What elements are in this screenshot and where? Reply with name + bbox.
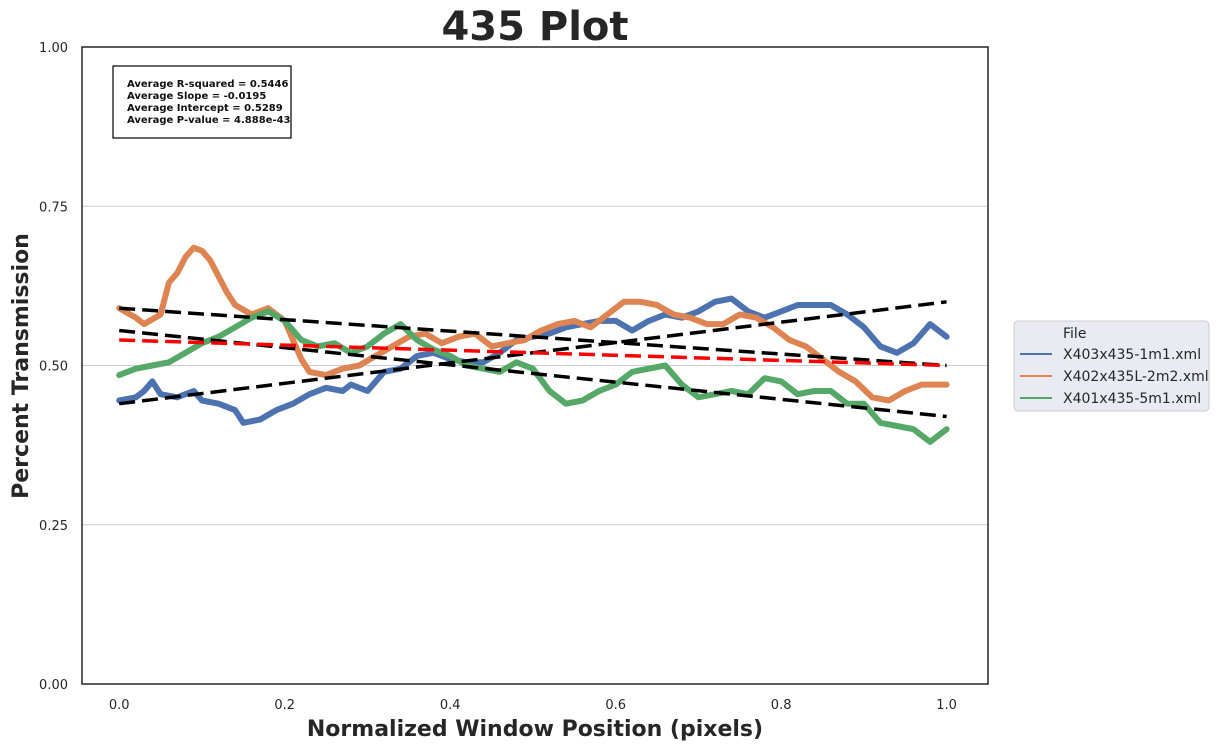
stats-box: Average R-squared = 0.5446 Average Slope…: [112, 65, 292, 139]
x-tick-label: 0.0: [109, 698, 130, 713]
stats-intercept: Average Intercept = 0.5289: [127, 103, 283, 114]
grid-lines: [82, 46, 988, 685]
fit-line-blue: [118, 300, 947, 406]
series-line-2: [116, 244, 950, 404]
y-tick-label: 0.25: [39, 519, 68, 534]
x-tick-label: 0.8: [771, 698, 792, 713]
chart-title: 435 Plot: [441, 4, 628, 50]
stats-p-value: Average P-value = 4.888e-43: [127, 115, 291, 126]
fit-lines-group: [118, 300, 947, 419]
legend-items: X403x435-1m1.xml X402x435L-2m2.xml X401x43…: [1020, 347, 1209, 407]
legend-title: File: [1063, 326, 1086, 342]
x-tick-label: 0.4: [440, 698, 461, 713]
legend-label-1: X403x435-1m1.xml: [1063, 347, 1201, 363]
fit-line-green: [119, 328, 947, 419]
fit-line-orange: [119, 306, 947, 368]
y-tick-label: 1.00: [39, 41, 68, 56]
x-axis-ticks: 0.0 0.2 0.4 0.6 0.8 1.0: [109, 698, 957, 713]
legend-label-2: X402x435L-2m2.xml: [1063, 369, 1209, 385]
x-axis-title: Normalized Window Position (pixels): [307, 717, 763, 742]
plot-frame: [81, 46, 989, 685]
series-line-3: [116, 308, 950, 445]
y-tick-label: 0.00: [39, 678, 68, 693]
x-tick-label: 0.6: [605, 698, 626, 713]
series-line-1: [116, 295, 950, 426]
y-axis-ticks: 0.00 0.25 0.50 0.75 1.00: [39, 41, 68, 693]
y-axis-title: Percent Transmission: [9, 233, 34, 499]
stats-r-squared: Average R-squared = 0.5446: [127, 79, 288, 90]
legend: File X403x435-1m1.xmlX402x435L-2m2.xmlX4…: [1013, 320, 1210, 412]
series-group: [116, 244, 950, 445]
stats-slope: Average Slope = -0.0195: [127, 91, 266, 102]
x-tick-label: 1.0: [936, 698, 957, 713]
legend-frame: [1013, 320, 1210, 412]
x-tick-label: 0.2: [274, 698, 295, 713]
stats-box-frame: [112, 65, 292, 139]
y-tick-label: 0.50: [39, 360, 68, 375]
legend-label-3: X401x435-5m1.xml: [1063, 391, 1201, 407]
y-tick-label: 0.75: [39, 200, 68, 215]
